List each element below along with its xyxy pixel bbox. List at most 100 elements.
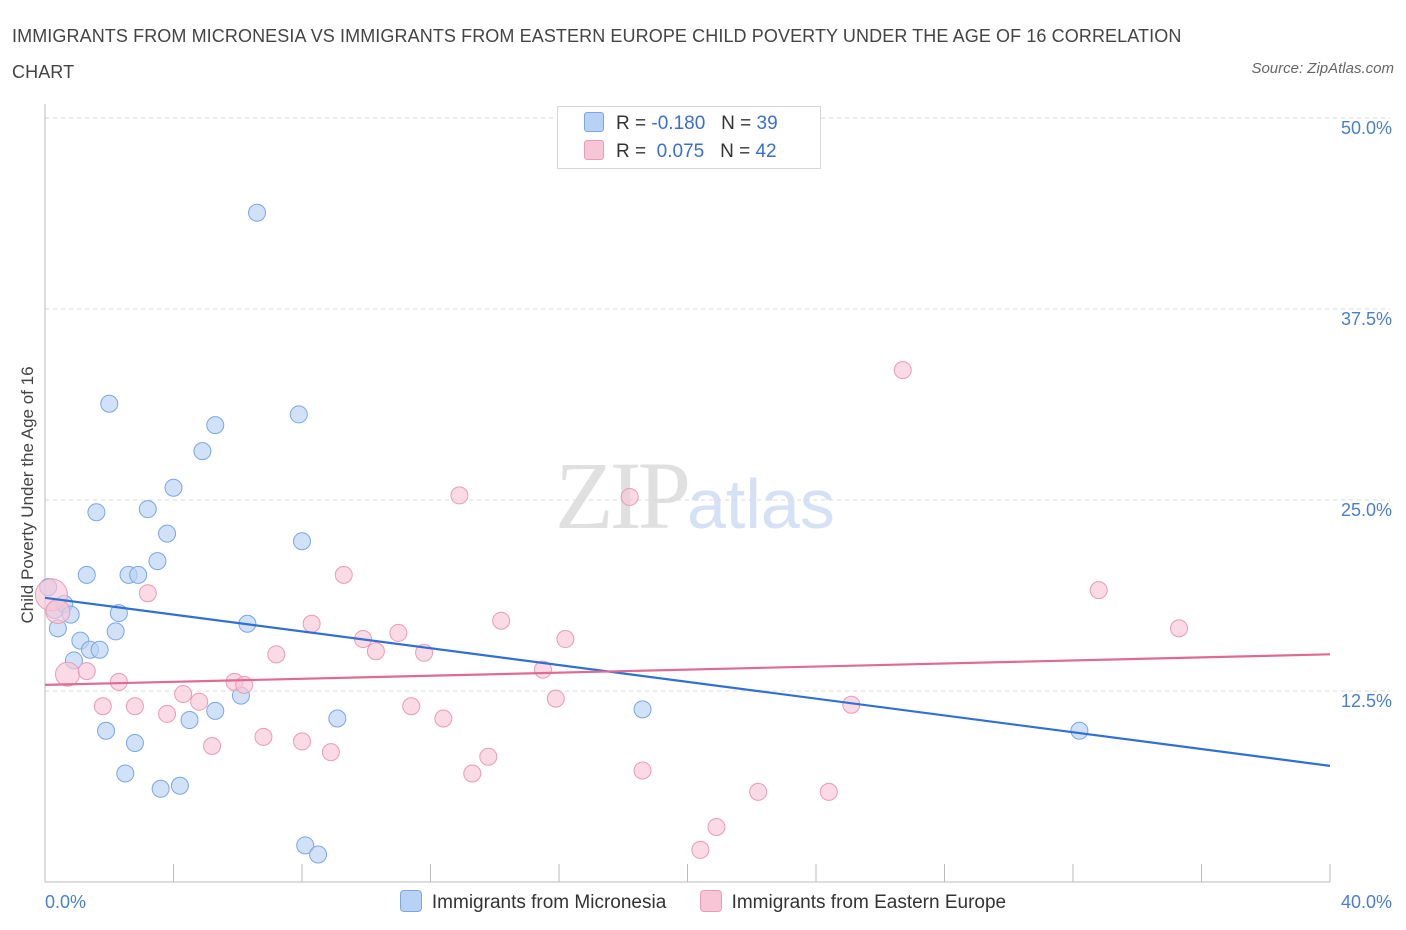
data-point-micronesia bbox=[170, 776, 189, 795]
data-point-eastern-europe bbox=[556, 630, 575, 649]
source-credit: Source: ZipAtlas.com bbox=[1251, 60, 1394, 77]
data-point-eastern-europe bbox=[691, 840, 710, 859]
data-point-eastern-europe bbox=[267, 645, 286, 664]
x-tick-label-min: 0.0% bbox=[45, 892, 86, 912]
series-swatch-pink bbox=[699, 890, 722, 912]
data-point-eastern-europe bbox=[707, 817, 726, 836]
y-tick-label: 50.0% bbox=[1341, 118, 1392, 138]
legend-r-value-2: 0.075 bbox=[656, 141, 705, 162]
data-point-micronesia bbox=[151, 779, 170, 798]
data-point-micronesia bbox=[90, 640, 109, 659]
data-point-eastern-europe bbox=[633, 761, 652, 780]
y-tick-label: 37.5% bbox=[1341, 309, 1392, 329]
legend-r-label-2: R = bbox=[616, 141, 647, 162]
data-point-eastern-europe bbox=[77, 662, 96, 681]
series-swatch-blue bbox=[399, 890, 422, 912]
points-layer bbox=[34, 203, 1189, 864]
data-point-micronesia bbox=[129, 565, 148, 584]
data-point-eastern-europe bbox=[138, 584, 157, 603]
data-point-micronesia bbox=[1070, 721, 1089, 740]
data-point-micronesia bbox=[158, 524, 177, 543]
data-point-eastern-europe bbox=[366, 642, 385, 661]
data-point-micronesia bbox=[206, 701, 225, 720]
axis-layer bbox=[44, 104, 1331, 883]
data-point-micronesia bbox=[328, 709, 347, 728]
watermark-atlas: atlas bbox=[687, 465, 835, 543]
data-point-micronesia bbox=[633, 700, 652, 719]
grid-layer bbox=[45, 117, 1390, 692]
data-point-micronesia bbox=[106, 622, 125, 641]
data-point-eastern-europe bbox=[125, 697, 144, 716]
legend-r-label-1: R = bbox=[616, 113, 647, 134]
chart-title: IMMIGRANTS FROM MICRONESIA VS IMMIGRANTS… bbox=[12, 26, 1182, 82]
data-point-micronesia bbox=[77, 565, 96, 584]
data-point-eastern-europe bbox=[450, 486, 469, 505]
data-point-eastern-europe bbox=[109, 672, 128, 691]
data-point-micronesia bbox=[248, 203, 267, 222]
data-point-micronesia bbox=[193, 442, 212, 461]
data-point-eastern-europe bbox=[93, 697, 112, 716]
data-point-micronesia bbox=[100, 394, 119, 413]
series-legend-label-micronesia: Immigrants from Micronesia bbox=[431, 892, 667, 913]
data-point-micronesia bbox=[164, 478, 183, 497]
data-point-micronesia bbox=[296, 836, 315, 855]
series-legend-label-eastern-europe: Immigrants from Eastern Europe bbox=[731, 892, 1007, 913]
data-point-micronesia bbox=[116, 764, 135, 783]
trend-layer bbox=[44, 596, 1331, 767]
legend-row-eastern-europe: R = 0.075 N = 42 bbox=[584, 140, 777, 168]
data-point-micronesia bbox=[87, 503, 106, 522]
data-point-micronesia bbox=[206, 416, 225, 435]
data-point-micronesia bbox=[293, 532, 311, 551]
data-point-micronesia bbox=[97, 721, 116, 740]
data-point-eastern-europe bbox=[492, 611, 511, 630]
legend-r-value-1: -0.180 bbox=[651, 113, 706, 134]
legend-n-label-2: N = bbox=[720, 141, 751, 162]
data-point-eastern-europe bbox=[54, 661, 80, 687]
data-point-eastern-europe bbox=[389, 623, 408, 642]
legend-swatch-pink bbox=[584, 140, 604, 160]
data-point-eastern-europe bbox=[479, 747, 498, 766]
legend-row-micronesia: R = -0.180 N = 39 bbox=[584, 112, 778, 140]
series-legend-item-micronesia[interactable]: Immigrants from Micronesia bbox=[399, 890, 667, 914]
data-point-eastern-europe bbox=[293, 732, 311, 751]
data-point-micronesia bbox=[180, 711, 199, 730]
data-point-micronesia bbox=[309, 845, 328, 864]
data-point-eastern-europe bbox=[434, 709, 453, 728]
data-point-eastern-europe bbox=[254, 727, 273, 746]
data-point-micronesia bbox=[138, 500, 157, 519]
trend-line-eastern-europe bbox=[44, 653, 1331, 686]
x-tick-label-max: 40.0% bbox=[1341, 892, 1392, 912]
data-point-eastern-europe bbox=[190, 692, 209, 711]
legend-n-value-1: 39 bbox=[756, 113, 778, 134]
data-point-eastern-europe bbox=[174, 685, 193, 704]
data-point-eastern-europe bbox=[402, 697, 421, 716]
series-legend: Immigrants from Micronesia Immigrants fr… bbox=[0, 890, 1406, 914]
legend-n-value-2: 42 bbox=[755, 141, 777, 162]
series-legend-item-eastern-europe[interactable]: Immigrants from Eastern Europe bbox=[699, 890, 1007, 914]
data-point-micronesia bbox=[125, 733, 144, 752]
data-point-eastern-europe bbox=[893, 361, 912, 380]
correlation-legend: R = -0.180 N = 39 R = 0.075 N = 42 bbox=[557, 106, 821, 169]
data-point-eastern-europe bbox=[819, 782, 838, 801]
data-point-eastern-europe bbox=[45, 599, 71, 625]
data-point-eastern-europe bbox=[302, 614, 321, 633]
data-point-eastern-europe bbox=[334, 565, 353, 584]
y-tick-label: 25.0% bbox=[1341, 500, 1392, 520]
data-point-eastern-europe bbox=[463, 764, 482, 783]
trend-line-micronesia bbox=[44, 596, 1331, 767]
data-point-eastern-europe bbox=[321, 743, 340, 762]
data-point-eastern-europe bbox=[1170, 619, 1189, 638]
y-tick-label: 12.5% bbox=[1341, 691, 1392, 711]
data-point-micronesia bbox=[289, 405, 308, 424]
tick-label-layer: 12.5% 25.0% 37.5% 50.0% 0.0% 40.0% bbox=[45, 118, 1392, 912]
legend-n-label-1: N = bbox=[721, 113, 752, 134]
legend-swatch-blue bbox=[584, 112, 604, 132]
data-point-eastern-europe bbox=[203, 737, 222, 756]
data-point-eastern-europe bbox=[158, 704, 177, 723]
data-point-micronesia bbox=[148, 552, 167, 571]
data-point-eastern-europe bbox=[1089, 581, 1108, 600]
data-point-eastern-europe bbox=[620, 487, 639, 506]
data-point-eastern-europe bbox=[546, 689, 565, 708]
data-point-eastern-europe bbox=[749, 782, 768, 801]
